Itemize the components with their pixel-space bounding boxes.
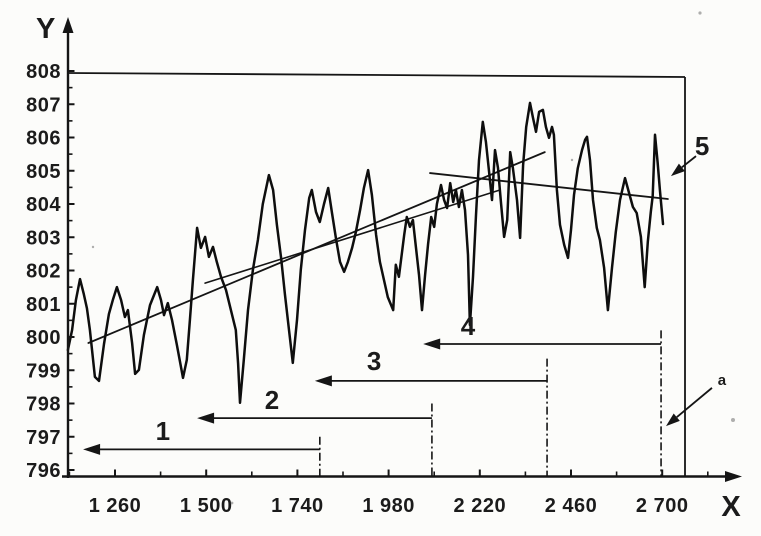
pointer-arrow-5-shaft [681,155,697,169]
pointer-arrow-5 [670,155,697,177]
x-tick-label: 1 500 [180,495,233,517]
scan-speck [230,501,234,505]
data-series [66,101,665,405]
window-label-2: 2 [265,385,279,415]
x-tick-label: 2 700 [636,495,689,517]
window-label-1: 1 [156,416,170,446]
axes [62,17,742,482]
pointer-arrow-a-head [666,413,680,427]
y-tick-label: 798 [26,394,61,416]
scan-speck [698,11,702,15]
scan-speck [570,158,574,162]
x-tick-label: 1 260 [89,495,142,517]
y-tick-label: 808 [26,61,61,83]
window-arrow-4 [423,338,662,350]
y-tick-label: 800 [26,327,61,349]
window-label-3: 3 [367,346,381,376]
window-arrow-2-head [197,412,215,424]
window-arrow-3 [314,375,548,387]
x-tick-label: 2 460 [545,495,598,517]
y-tick-label: 804 [26,194,61,216]
y-tick-label: 803 [26,227,61,249]
annotation-arrows [83,155,713,455]
window-arrow-1 [83,443,320,455]
y-tick-label: 796 [26,460,61,482]
y-tick-label: 806 [26,128,61,150]
window-arrow-2 [197,412,432,424]
x-tick-label: 1 980 [362,495,415,517]
y-tick-label: 797 [26,427,61,449]
scan-speck [91,245,95,249]
trend-short-ascending [204,189,501,284]
frame-top-border [67,72,686,78]
x-axis-letter: X [721,491,741,523]
pointer-arrow-a [666,387,713,427]
scan-noise [91,11,735,505]
window-label-4: 4 [461,311,476,341]
window-arrow-4-head [423,338,441,350]
window-arrow-1-head [83,443,101,455]
pointer-arrow-5-head [670,163,685,177]
window-end-markers [319,330,662,477]
x-tick-label: 1 740 [271,495,324,517]
pointer-arrow-a-shaft [676,387,713,418]
window-arrow-3-head [314,375,332,387]
y-axis-arrowhead [62,17,74,33]
y-tick-label: 805 [26,161,61,183]
tick-labels: 1 2 3 4 5 a 808 807 806 805 804 803 802 801 800 799 798 7… [26,61,727,517]
x-tick-label: 2 220 [454,495,507,517]
y-axis-letter: Y [36,13,55,45]
y-tick-label: 801 [26,294,61,316]
data-series-line [66,101,665,405]
y-tick-label: 802 [26,261,61,283]
y-tick-label: 799 [26,360,61,382]
scan-speck [731,418,735,422]
x-axis-arrowhead [725,471,742,482]
pointer-label-a: a [718,372,727,389]
pointer-label-5: 5 [695,131,709,161]
y-tick-label: 807 [26,94,61,116]
